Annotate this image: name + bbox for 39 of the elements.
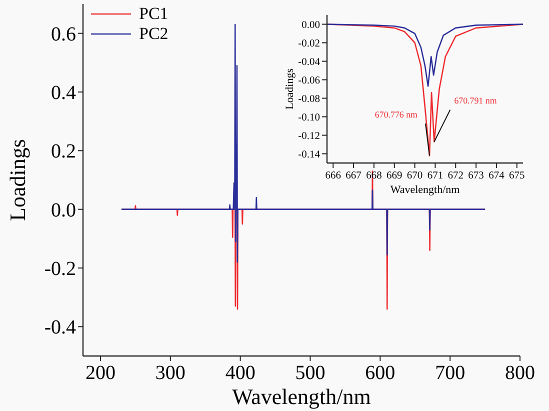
x-tick-label: 300: [155, 362, 186, 384]
y-tick-label: 0.0: [51, 199, 76, 222]
y-tick-label: -0.12: [298, 130, 320, 142]
x-tick-label: 700: [435, 362, 466, 384]
legend-label: PC2: [139, 24, 168, 43]
x-tick-label: 200: [85, 362, 116, 384]
annotation: 670.791 nm: [454, 96, 497, 106]
y-tick-label: -0.2: [44, 258, 76, 280]
y-axis-title: Loadings: [5, 139, 30, 221]
y-tick-label: 0.2: [51, 140, 76, 163]
y-tick-label: -0.08: [298, 94, 320, 105]
x-tick-label: 672: [448, 170, 464, 182]
line-series: [326, 24, 524, 87]
x-axis-title: Wavelength/nm: [390, 184, 460, 196]
y-tick-label: 0.6: [51, 23, 76, 46]
x-tick-label: 600: [365, 362, 396, 384]
x-tick-label: 667: [346, 170, 362, 182]
x-tick-label: 674: [488, 170, 506, 182]
y-tick-label: -0.06: [298, 75, 320, 86]
y-tick-label: 0.00: [302, 20, 320, 31]
x-tick-label: 800: [505, 362, 535, 384]
x-tick-label: 670: [406, 170, 423, 182]
x-tick-label: 500: [295, 362, 326, 384]
y-tick-label: -0.4: [44, 316, 76, 339]
y-tick-label: -0.10: [298, 112, 320, 124]
x-tick-label: 671: [427, 170, 444, 182]
x-tick-label: 400: [225, 362, 256, 384]
y-tick-label: -0.04: [298, 56, 321, 68]
legend-label: PC1: [139, 4, 168, 23]
x-tick-label: 669: [386, 170, 402, 182]
y-tick-label: 0.4: [51, 82, 76, 104]
x-axis-title: Wavelength/nm: [232, 384, 371, 409]
y-axis-title: Loadings: [284, 68, 296, 110]
x-tick-label: 675: [509, 170, 525, 182]
x-tick-label: 666: [325, 170, 341, 182]
y-tick-label: -0.02: [298, 38, 320, 50]
annotation: 670.776 nm: [374, 110, 418, 120]
x-tick-label: 673: [468, 170, 484, 182]
y-tick-label: -0.14: [298, 149, 321, 160]
